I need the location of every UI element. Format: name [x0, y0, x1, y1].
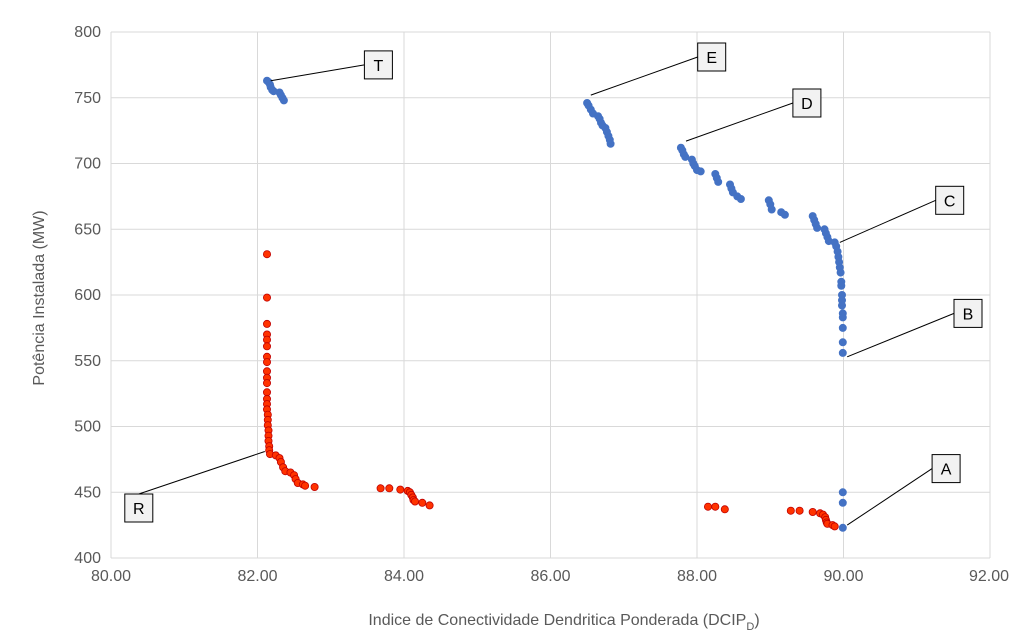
red-data-point	[396, 485, 405, 494]
y-tick-label: 400	[74, 550, 101, 567]
red-data-point	[301, 481, 310, 490]
red-data-point	[262, 335, 271, 344]
red-data-point	[262, 250, 271, 259]
callout-label: B	[963, 306, 974, 323]
callout-label: R	[133, 501, 145, 518]
callout-box	[792, 88, 822, 118]
x-tick-label: 90.00	[823, 568, 863, 585]
callout-box	[697, 42, 727, 72]
x-axis-title-suffix: )	[754, 612, 759, 629]
callout-line	[846, 468, 933, 526]
x-tick-label: 86.00	[530, 568, 570, 585]
red-data-point	[262, 379, 271, 388]
blue-data-point	[279, 96, 288, 105]
annotations: T E D C B R A	[124, 42, 983, 526]
x-tick-label: 92.00	[969, 568, 1009, 585]
blue-data-point	[780, 210, 789, 219]
red-data-point	[262, 293, 271, 302]
red-data-point	[262, 342, 271, 351]
red-data-point	[418, 498, 427, 507]
blue-data-point	[838, 301, 847, 310]
y-tick-label: 550	[74, 353, 101, 370]
red-data-point	[262, 388, 271, 397]
x-tick-label: 80.00	[91, 568, 131, 585]
y-tick-label: 500	[74, 419, 101, 436]
red-data-point	[410, 497, 419, 506]
blue-data-point	[681, 152, 690, 161]
blue-data-point	[838, 338, 847, 347]
red-data-point	[808, 507, 817, 516]
callout-line	[138, 451, 265, 495]
blue-data-point	[838, 313, 847, 322]
x-axis-title: Indice de Conectividade Dendritica Ponde…	[368, 612, 759, 633]
x-axis-title-main: Indice de Conectividade Dendritica Ponde…	[368, 612, 746, 629]
x-tick-label: 88.00	[677, 568, 717, 585]
red-data-point	[711, 502, 720, 511]
data-points	[262, 76, 847, 532]
callout-line	[590, 56, 698, 96]
blue-data-point	[606, 139, 615, 148]
y-tick-label: 450	[74, 484, 101, 501]
callout-label: A	[941, 462, 952, 479]
blue-data-point	[813, 223, 822, 232]
blue-data-point	[836, 268, 845, 277]
blue-data-point	[838, 488, 847, 497]
red-data-point	[830, 522, 839, 531]
y-tick-label: 800	[74, 24, 101, 41]
blue-data-point	[767, 205, 776, 214]
callout-label: E	[706, 50, 717, 67]
gridlines	[110, 31, 991, 559]
callout-box	[124, 493, 154, 523]
callout-box	[953, 298, 983, 328]
blue-data-point	[838, 348, 847, 357]
blue-data-point	[838, 323, 847, 332]
callout-box	[935, 185, 965, 215]
x-tick-label: 84.00	[384, 568, 424, 585]
callout-box	[931, 454, 961, 484]
red-data-point	[262, 358, 271, 367]
blue-data-point	[837, 281, 846, 290]
callout-label: T	[374, 58, 384, 75]
y-tick-label: 650	[74, 221, 101, 238]
blue-data-point	[736, 194, 745, 203]
callout-line	[839, 199, 936, 243]
callout-label: D	[801, 96, 813, 113]
red-data-point	[720, 505, 729, 514]
red-data-point	[795, 506, 804, 515]
red-data-point	[786, 506, 795, 515]
blue-data-point	[838, 498, 847, 507]
y-tick-label: 600	[74, 287, 101, 304]
callout-box	[363, 50, 393, 80]
y-axis-title: Potência Instalada (MW)	[31, 210, 48, 385]
red-data-point	[425, 501, 434, 510]
blue-data-point	[696, 167, 705, 176]
red-data-point	[376, 484, 385, 493]
blue-data-point	[838, 523, 847, 532]
red-data-point	[704, 502, 713, 511]
blue-data-point	[714, 177, 723, 186]
callout-line	[685, 102, 794, 142]
y-tick-label: 700	[74, 156, 101, 173]
red-data-point	[385, 484, 394, 493]
callout-line	[270, 64, 365, 82]
red-data-point	[262, 319, 271, 328]
x-axis-title-subscript: D	[746, 621, 754, 633]
x-tick-label: 82.00	[237, 568, 277, 585]
callout-line	[847, 312, 955, 358]
callout-label: C	[944, 193, 956, 210]
red-data-point	[310, 482, 319, 491]
y-tick-label: 750	[74, 90, 101, 107]
tick-labels: 400 450 500 550 600 650 700 750 800 80.00 82.00 84.…	[74, 24, 1009, 585]
